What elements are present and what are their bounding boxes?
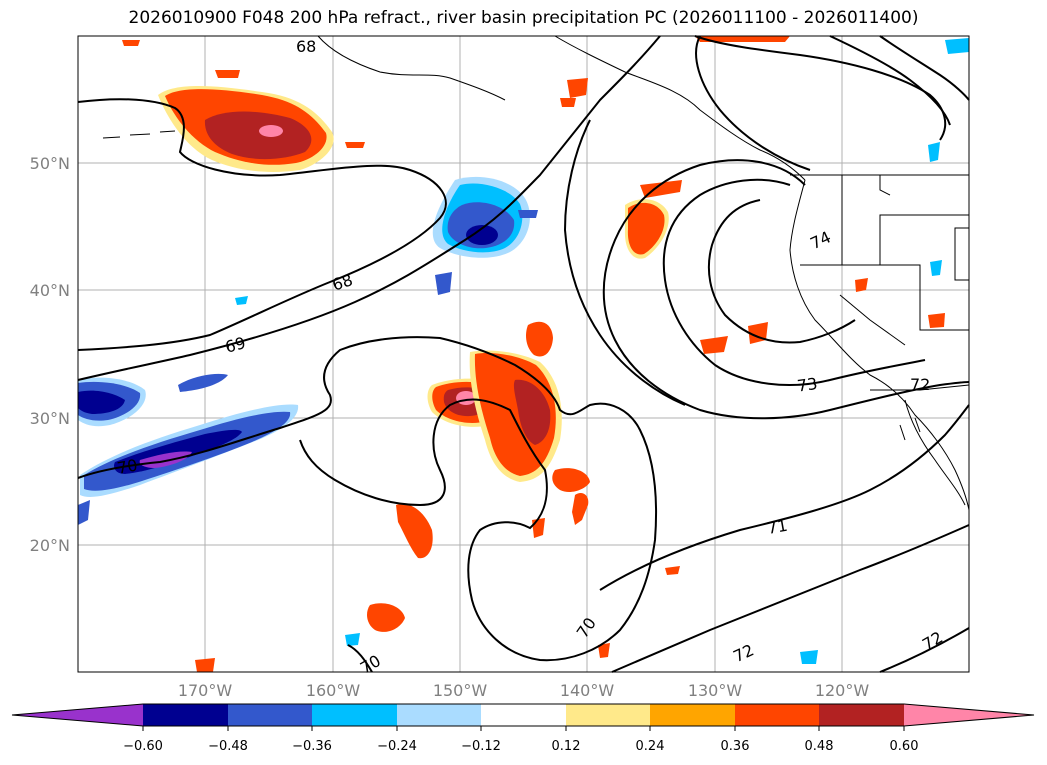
colorbar-tick: −0.24 xyxy=(377,739,417,754)
contour-73 xyxy=(602,159,970,420)
colorbar-extend-high xyxy=(904,704,1034,726)
contour-label-72-east: 72 xyxy=(910,375,930,394)
contour-69 xyxy=(77,35,661,381)
colorbar: −0.60 −0.48 −0.36 −0.24 −0.12 0.12 0.24 … xyxy=(11,703,1035,754)
colorbar-swatch xyxy=(312,704,397,726)
colorbar-swatch xyxy=(143,704,228,726)
contour-labels: 68 68 69 70 70 70 71 72 72 72 73 74 xyxy=(116,37,947,678)
colorbar-swatch xyxy=(650,704,735,726)
contour-label-70-west: 70 xyxy=(116,456,139,478)
contour-label-73: 73 xyxy=(796,374,819,396)
contour-72 xyxy=(662,178,926,386)
colorbar-tick: −0.36 xyxy=(292,739,332,754)
lon-label-140w: 140°W xyxy=(560,681,615,700)
coastline-alaska-panhandle xyxy=(554,35,806,181)
colorbar-swatch xyxy=(819,704,904,726)
coastline-baja xyxy=(904,399,966,506)
lat-label-40n: 40°N xyxy=(30,281,70,300)
aleutian-islands xyxy=(102,130,176,139)
lon-label-170w: 170°W xyxy=(178,681,233,700)
border-us-mexico xyxy=(870,384,970,391)
contour-74 xyxy=(707,199,856,344)
longitude-labels: 170°W 160°W 150°W 140°W 130°W 120°W xyxy=(178,681,870,700)
contour-68 xyxy=(77,98,447,351)
colorbar-tick: −0.12 xyxy=(461,739,501,754)
contour-north-2 xyxy=(695,35,811,171)
contour-label-69: 69 xyxy=(223,333,248,357)
contour-72-south xyxy=(611,524,970,673)
contour-71-west xyxy=(563,119,686,406)
lat-label-50n: 50°N xyxy=(30,154,70,173)
refractivity-contours xyxy=(77,35,970,673)
lon-label-130w: 130°W xyxy=(688,681,743,700)
lat-label-30n: 30°N xyxy=(30,409,70,428)
border-ca-nv xyxy=(839,294,906,346)
colorbar-tick: 0.60 xyxy=(890,739,919,754)
contour-label-71: 71 xyxy=(766,516,789,538)
map-panel: 68 68 69 70 70 70 71 72 72 72 73 74 xyxy=(77,35,970,678)
precip-fill xyxy=(78,36,969,672)
lon-label-120w: 120°W xyxy=(815,681,870,700)
colorbar-tick: −0.60 xyxy=(123,739,163,754)
colorbar-tick: 0.24 xyxy=(636,739,665,754)
coastline-alaska xyxy=(317,35,506,101)
lon-label-150w: 150°W xyxy=(433,681,488,700)
colorbar-extend-low xyxy=(12,704,143,726)
contour-label-68-top: 68 xyxy=(296,37,316,56)
latitude-labels: 50°N 40°N 30°N 20°N xyxy=(30,154,70,555)
colorbar-tick: 0.48 xyxy=(805,739,834,754)
contour-70 xyxy=(77,336,658,662)
contour-70-south xyxy=(347,644,373,673)
colorbar-tick: 0.36 xyxy=(721,739,750,754)
colorbar-swatch xyxy=(566,704,650,726)
lon-label-160w: 160°W xyxy=(306,681,361,700)
colorbar-swatch xyxy=(228,704,312,726)
map-frame xyxy=(77,35,970,673)
colorbar-swatch xyxy=(481,704,566,726)
colorbar-tick: 0.12 xyxy=(552,739,581,754)
contour-72-southeast xyxy=(879,627,970,673)
colorbar-swatch xyxy=(397,704,481,726)
lat-label-20n: 20°N xyxy=(30,536,70,555)
state-borders-west xyxy=(800,264,969,331)
colorbar-swatch xyxy=(735,704,819,726)
coastlines xyxy=(102,35,970,511)
contour-north-4 xyxy=(879,35,970,101)
contour-north-3 xyxy=(829,35,951,126)
colorbar-tick: −0.48 xyxy=(208,739,248,754)
contour-71 xyxy=(599,404,970,591)
chart-title: 2026010900 F048 200 hPa refract., river … xyxy=(128,8,919,28)
coastline-west-us xyxy=(789,179,970,511)
